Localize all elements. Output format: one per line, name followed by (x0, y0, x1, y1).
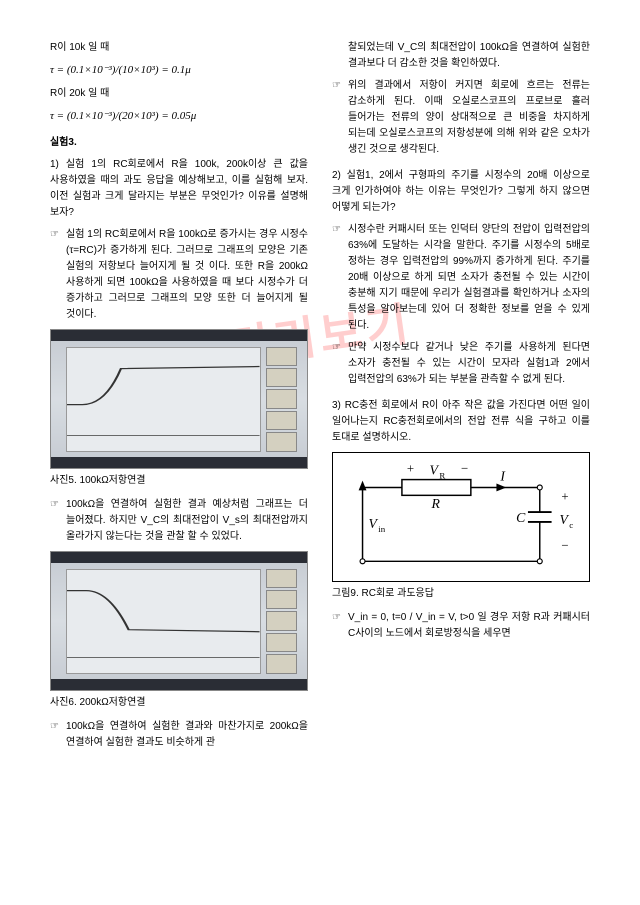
question-3: 3) RC충전 회로에서 R이 아주 작은 값을 가진다면 어떤 일이 일어나는… (332, 398, 590, 446)
vc-label: V (559, 512, 569, 527)
oscilloscope-side-2 (266, 569, 297, 674)
svg-text:in: in (378, 524, 385, 534)
photo-1 (50, 329, 308, 469)
vr-plus-label: + (407, 462, 414, 476)
right-column: 찰되었는데 V_C의 최대전압이 100kΩ을 연결하여 실험한 결과보다 더 … (332, 40, 590, 757)
left-column: R이 10k 일 때 τ = (0.1×10⁻³)/(10×10³) = 0.1… (50, 40, 308, 757)
photo1-caption: 사진5. 100kΩ저항연결 (50, 473, 308, 489)
circuit-caption: 그림9. RC회로 과도응답 (332, 586, 590, 602)
svg-text:R: R (439, 471, 445, 481)
r10k-label: R이 10k 일 때 (50, 40, 308, 56)
answer-3-partial: 100kΩ을 연결하여 실험한 결과와 마찬가지로 200kΩ을 연결하여 실험… (50, 719, 308, 751)
r10k-formula: τ = (0.1×10⁻³)/(10×10³) = 0.1μ (50, 62, 308, 80)
vr-label: V (429, 463, 439, 478)
answer-2a: 시정수란 커패시터 또는 인덕터 양단의 전압이 입력전압의 63%에 도달하는… (332, 222, 590, 334)
answer-2b: 만약 시정수보다 같거나 낮은 주기를 사용하게 된다면 소자가 충전될 수 있… (332, 340, 590, 388)
answer-2: 100kΩ을 연결하여 실험한 결과 예상처럼 그래프는 더 늘어졌다. 하지만… (50, 497, 308, 545)
question-2: 2) 실험1, 2에서 구형파의 주기를 시정수의 20배 이상으로 크게 인가… (332, 168, 590, 216)
oscilloscope-side-1 (266, 347, 297, 452)
vc-plus-label: + (561, 489, 568, 503)
answer-3: V_in = 0, t=0 / V_in = V, t>0 일 경우 저항 R과… (332, 610, 590, 642)
r20k-label: R이 20k 일 때 (50, 86, 308, 102)
vr-minus-label: − (461, 462, 468, 476)
two-column-layout: R이 10k 일 때 τ = (0.1×10⁻³)/(10×10³) = 0.1… (50, 40, 590, 757)
oscilloscope-screen-2 (66, 569, 261, 674)
section3-title: 실험3. (50, 135, 308, 151)
answer-1: 실험 1의 RC회로에서 R을 100kΩ로 증가시는 경우 시정수(τ=RC)… (50, 227, 308, 323)
photo2-caption: 사진6. 200kΩ저항연결 (50, 695, 308, 711)
c-label: C (516, 510, 526, 525)
oscilloscope-screen-1 (66, 347, 261, 452)
i-label: I (499, 469, 506, 484)
vin-label: V (368, 516, 378, 531)
question-1: 1) 실험 1의 RC회로에서 R을 100k, 200k이상 큰 값을 사용하… (50, 157, 308, 221)
r20k-formula: τ = (0.1×10⁻³)/(20×10³) = 0.05μ (50, 108, 308, 126)
vc-minus-label: − (561, 538, 568, 552)
r-label: R (430, 496, 440, 511)
photo-2 (50, 551, 308, 691)
circuit-diagram: + VR − I R Vin C + Vc − (332, 452, 590, 582)
svg-text:c: c (569, 520, 573, 530)
continuation-1: 찰되었는데 V_C의 최대전압이 100kΩ을 연결하여 실험한 결과보다 더 … (332, 40, 590, 72)
continuation-2: 위의 결과에서 저항이 커지면 회로에 흐르는 전류는 감소하게 된다. 이때 … (332, 78, 590, 158)
